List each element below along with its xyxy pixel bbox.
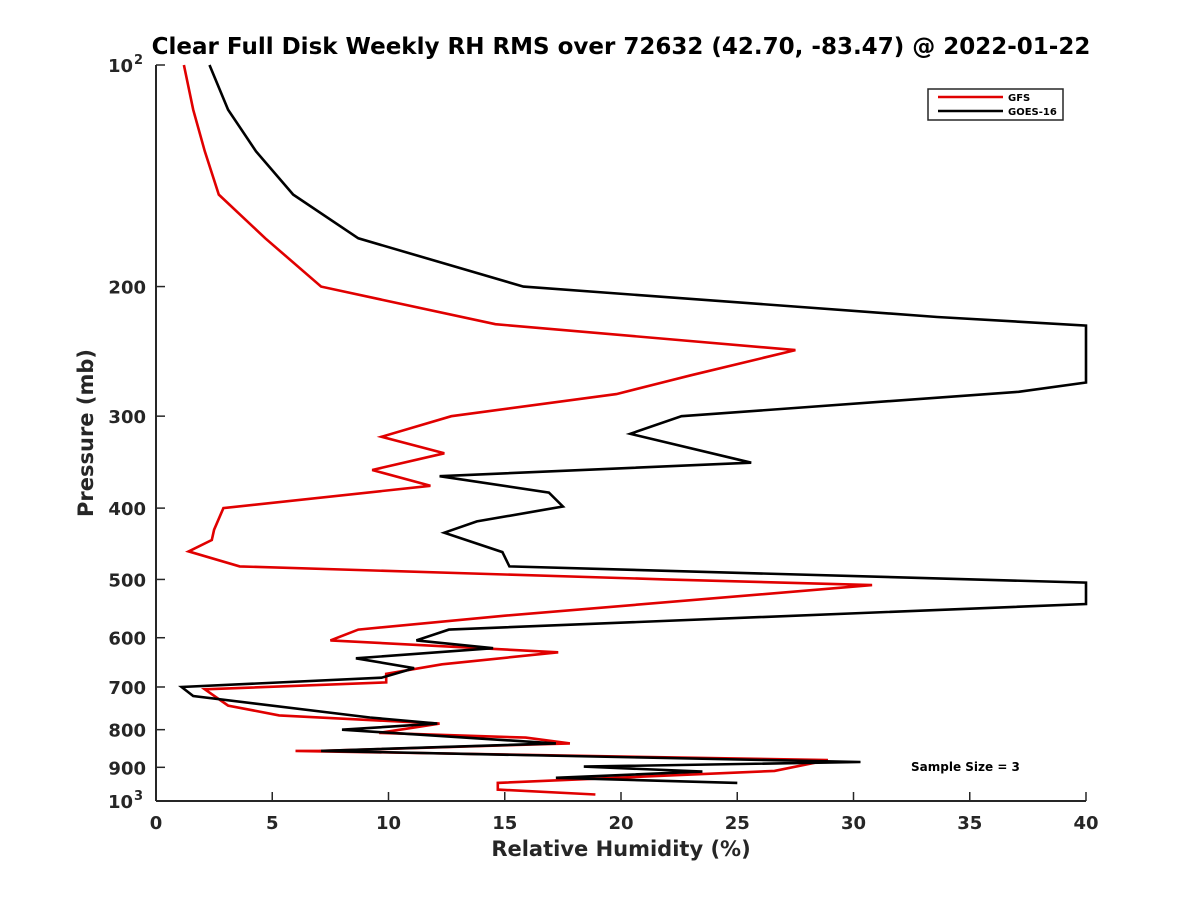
legend-box bbox=[927, 88, 1064, 121]
y-tick-label: 600 bbox=[108, 629, 146, 650]
x-tick-label: 0 bbox=[150, 813, 163, 834]
y-tick-label: 10 bbox=[108, 56, 133, 77]
y-axis-label: Pressure (mb) bbox=[74, 349, 98, 517]
y-tick-label: 10 bbox=[108, 792, 133, 813]
y-tick-exponent: 2 bbox=[134, 53, 143, 68]
series-line-goes16 bbox=[178, 64, 1088, 785]
chart-title: Clear Full Disk Weekly RH RMS over 72632… bbox=[152, 34, 1091, 60]
x-ticks: 0 5 10 15 20 25 30 35 40 bbox=[150, 792, 1099, 834]
x-tick-label: 10 bbox=[376, 813, 401, 834]
y-tick-label: 900 bbox=[108, 758, 146, 779]
plot-area bbox=[155, 65, 1086, 802]
x-tick-label: 35 bbox=[957, 813, 982, 834]
x-tick-label: 40 bbox=[1073, 813, 1098, 834]
y-tick-label: 700 bbox=[108, 678, 146, 699]
x-tick-label: 5 bbox=[266, 813, 279, 834]
y-tick-label: 500 bbox=[108, 570, 146, 591]
x-axis-label: Relative Humidity (%) bbox=[491, 837, 750, 861]
series-line-gfs bbox=[182, 64, 873, 796]
y-tick-label: 400 bbox=[108, 499, 146, 520]
x-tick-label: 15 bbox=[492, 813, 517, 834]
legend-label-goes16: GOES-16 bbox=[1008, 107, 1057, 118]
legend-label-gfs: GFS bbox=[1008, 93, 1030, 104]
x-tick-label: 20 bbox=[608, 813, 633, 834]
y-tick-label: 800 bbox=[108, 721, 146, 742]
legend: GFS GOES-16 bbox=[927, 88, 1064, 121]
y-tick-label: 300 bbox=[108, 407, 146, 428]
x-tick-label: 25 bbox=[725, 813, 750, 834]
x-tick-label: 30 bbox=[841, 813, 866, 834]
sample-size-annotation: Sample Size = 3 bbox=[911, 760, 1020, 774]
y-tick-label: 200 bbox=[108, 278, 146, 299]
y-tick-exponent: 3 bbox=[134, 789, 143, 804]
series-group bbox=[178, 64, 1088, 796]
